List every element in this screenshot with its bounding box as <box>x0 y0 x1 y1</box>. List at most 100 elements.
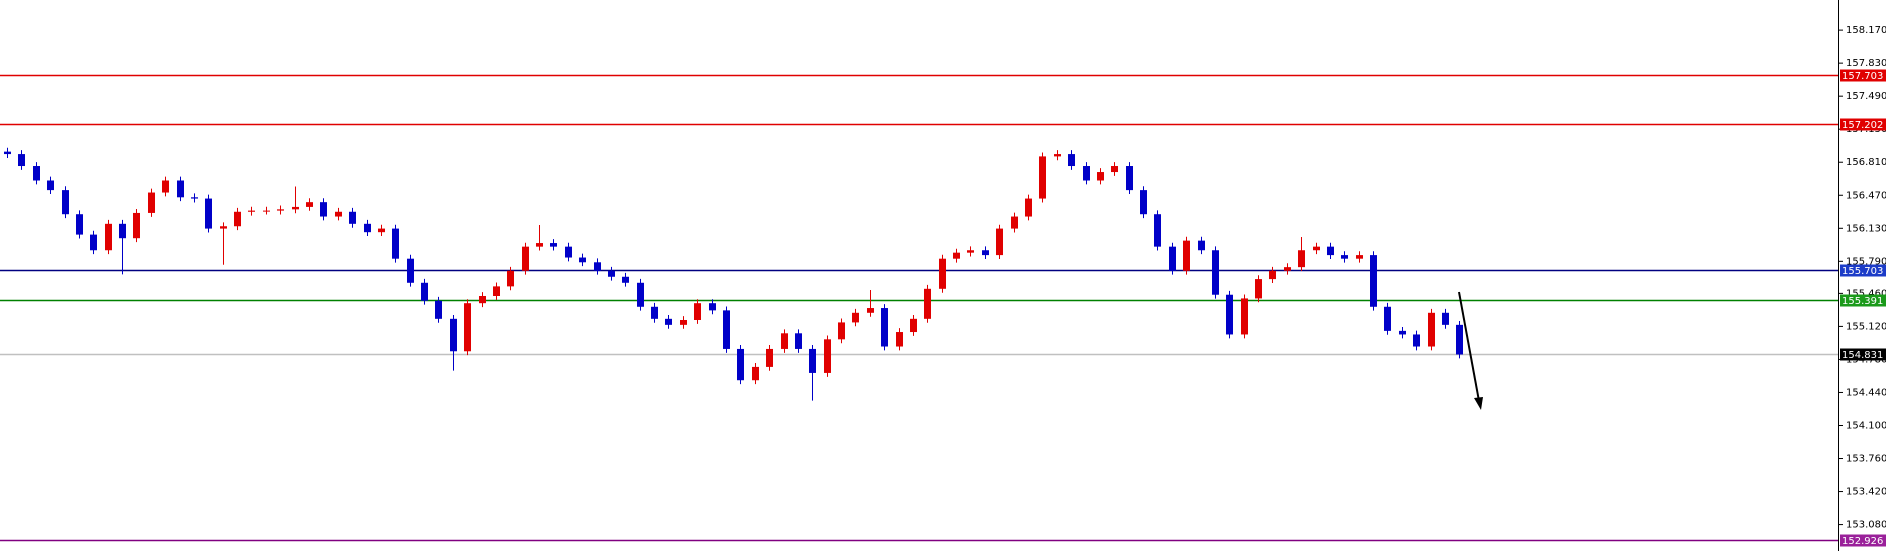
candle-body <box>1097 172 1104 181</box>
candle-body <box>119 223 126 239</box>
candle-body <box>536 243 543 247</box>
candle-body <box>1370 255 1377 307</box>
candle-body <box>1226 294 1233 335</box>
candle-body <box>723 310 730 349</box>
candle-body <box>1039 156 1046 199</box>
candle-body <box>1011 216 1018 229</box>
candle-body <box>1298 250 1305 268</box>
level-label-box <box>1840 69 1886 82</box>
y-tick-label: 156.130 <box>1846 223 1886 234</box>
candle-body <box>637 282 644 307</box>
candle-body <box>939 258 946 289</box>
candle-body <box>550 243 557 247</box>
candle-body <box>622 276 629 283</box>
candle-body <box>1154 214 1161 247</box>
candle-body <box>1241 298 1248 335</box>
candle-body <box>162 180 169 193</box>
candle-body <box>1212 250 1219 295</box>
candle-body <box>177 180 184 198</box>
candle-body <box>306 202 313 207</box>
candle-body <box>292 206 299 210</box>
candle-body <box>795 333 802 349</box>
candle-body <box>781 333 788 349</box>
y-tick-label: 154.440 <box>1846 387 1886 398</box>
candle-body <box>1384 306 1391 331</box>
candle-body <box>982 250 989 256</box>
candle-body <box>709 303 716 311</box>
level-label: 157.703 <box>1842 71 1883 82</box>
candle-body <box>493 286 500 296</box>
candle-body <box>248 210 255 212</box>
candle-body <box>263 210 270 212</box>
candle-body <box>1025 198 1032 217</box>
y-tick-label: 153.420 <box>1846 487 1886 498</box>
candle-body <box>47 180 54 191</box>
candle-body <box>1313 246 1320 251</box>
candle-body <box>1428 312 1435 347</box>
candle-body <box>967 250 974 253</box>
candle-body <box>407 258 414 283</box>
candle-body <box>852 312 859 323</box>
candle-body <box>1399 330 1406 335</box>
candle-body <box>450 318 457 352</box>
candle-body <box>1255 279 1262 299</box>
arrow-head <box>1474 397 1483 410</box>
candle-body <box>608 270 615 277</box>
candle-body <box>1269 270 1276 280</box>
candle-body <box>867 308 874 313</box>
candle-body <box>694 303 701 320</box>
candle-body <box>594 262 601 271</box>
candle-body <box>1284 267 1291 271</box>
candle-body <box>881 308 888 347</box>
candle-body <box>1413 334 1420 347</box>
level-label-box <box>1840 534 1886 547</box>
candle-body <box>133 212 140 239</box>
candle-body <box>349 211 356 224</box>
candle-body <box>392 228 399 259</box>
y-tick-label: 153.080 <box>1846 520 1886 531</box>
y-tick-label: 156.470 <box>1846 190 1886 201</box>
candle-body <box>766 348 773 367</box>
y-tick-label: 153.760 <box>1846 454 1886 465</box>
candle-body <box>1054 154 1061 157</box>
level-label-box <box>1840 264 1886 277</box>
candle-body <box>148 192 155 213</box>
candle-body <box>1356 255 1363 259</box>
candle-body <box>90 234 97 251</box>
candle-body <box>651 306 658 319</box>
candle-body <box>809 348 816 373</box>
candle-body <box>1140 190 1147 215</box>
candle-body <box>220 226 227 229</box>
candle-body <box>737 348 744 381</box>
candle-body <box>320 202 327 217</box>
candle-body <box>76 214 83 235</box>
candle-body <box>1126 166 1133 191</box>
level-label-box <box>1840 348 1886 361</box>
candle-body <box>105 223 112 251</box>
candle-body <box>421 282 428 301</box>
candle-body <box>1083 166 1090 181</box>
candle-body <box>335 211 342 217</box>
candle-body <box>579 257 586 263</box>
level-label: 152.926 <box>1842 536 1883 547</box>
candle-body <box>277 209 284 211</box>
y-tick-label: 154.100 <box>1846 420 1886 431</box>
candle-body <box>1068 154 1075 167</box>
candle-body <box>464 303 471 352</box>
arrow-shaft <box>1458 291 1480 402</box>
y-tick-label: 155.120 <box>1846 321 1886 332</box>
candle-body <box>896 332 903 347</box>
level-label-box <box>1840 294 1886 307</box>
candle-body <box>565 246 572 258</box>
candle-body <box>953 252 960 259</box>
candle-body <box>1341 255 1348 259</box>
y-tick-label: 157.490 <box>1846 91 1886 102</box>
level-label: 154.831 <box>1842 350 1883 361</box>
y-tick-label: 155.790 <box>1846 256 1886 267</box>
candle-body <box>364 223 371 233</box>
level-label-box <box>1840 118 1886 131</box>
candle-body <box>191 197 198 199</box>
candle-body <box>507 270 514 287</box>
candle-body <box>1442 312 1449 325</box>
candle-body <box>1169 246 1176 271</box>
